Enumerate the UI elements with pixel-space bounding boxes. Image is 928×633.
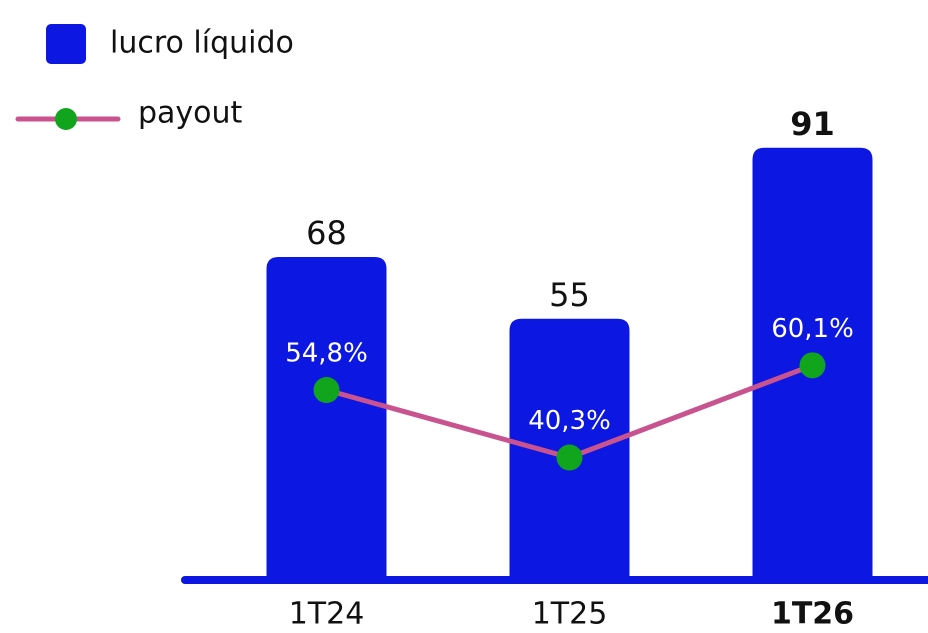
x-tick-label: 1T26 bbox=[771, 597, 854, 632]
legend-label: payout bbox=[138, 96, 243, 131]
legend-label: lucro líquido bbox=[110, 26, 294, 61]
bar-value-label: 55 bbox=[549, 276, 590, 314]
payout-value-label: 54,8% bbox=[285, 339, 368, 369]
x-tick-label: 1T25 bbox=[532, 597, 608, 632]
bar-value-label: 68 bbox=[306, 214, 347, 252]
payout-marker bbox=[799, 352, 826, 379]
payout-value-label: 60,1% bbox=[771, 314, 854, 344]
legend-swatch bbox=[46, 24, 86, 64]
payout-marker bbox=[556, 444, 583, 471]
legend-marker bbox=[55, 108, 77, 130]
x-tick-label: 1T24 bbox=[289, 597, 365, 632]
bar bbox=[266, 257, 387, 580]
bar-value-label: 91 bbox=[790, 105, 835, 143]
payout-value-label: 40,3% bbox=[528, 406, 611, 436]
payout-marker bbox=[313, 377, 340, 403]
